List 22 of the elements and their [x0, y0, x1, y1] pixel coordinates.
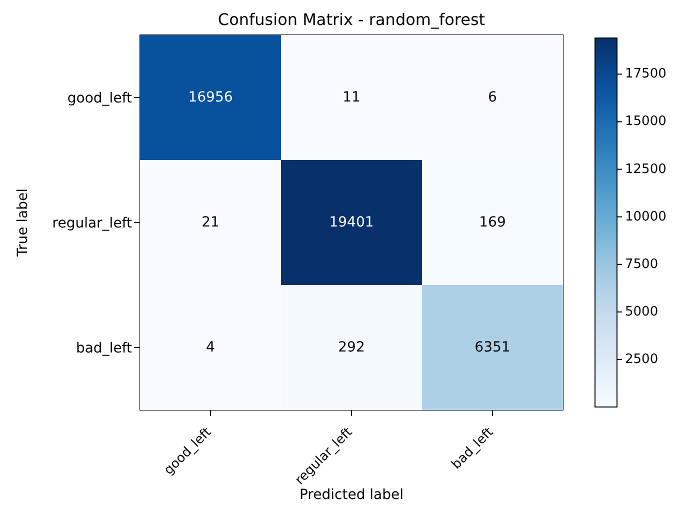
data-label: 19401 — [329, 214, 374, 230]
y-tick-label: bad_left — [76, 340, 133, 356]
color-bar-label: 7500 — [625, 256, 658, 272]
y-tick-label: good_left — [67, 90, 132, 106]
color-bar-label: 10000 — [625, 209, 666, 224]
y-axis-title: True label — [14, 188, 31, 258]
color-bar-label: 2500 — [625, 352, 658, 368]
data-label: 21 — [202, 214, 220, 230]
data-label: 11 — [342, 90, 360, 106]
data-label: 292 — [338, 340, 365, 356]
data-label: 6 — [488, 90, 498, 106]
color-bar-label: 5000 — [625, 304, 658, 320]
chart-title: Confusion Matrix - random_forest — [216, 10, 486, 29]
data-label: 6351 — [474, 340, 510, 356]
data-label: 16956 — [188, 90, 233, 106]
x-axis-title: Predicted label — [299, 487, 404, 503]
y-tick-label: regular_left — [52, 215, 132, 232]
color-bar-label: 17500 — [625, 66, 666, 82]
data-label: 169 — [479, 214, 506, 230]
color-bar-label: 15000 — [625, 114, 666, 130]
data-label: 4 — [206, 340, 216, 356]
color-bar-label: 12500 — [625, 162, 666, 177]
